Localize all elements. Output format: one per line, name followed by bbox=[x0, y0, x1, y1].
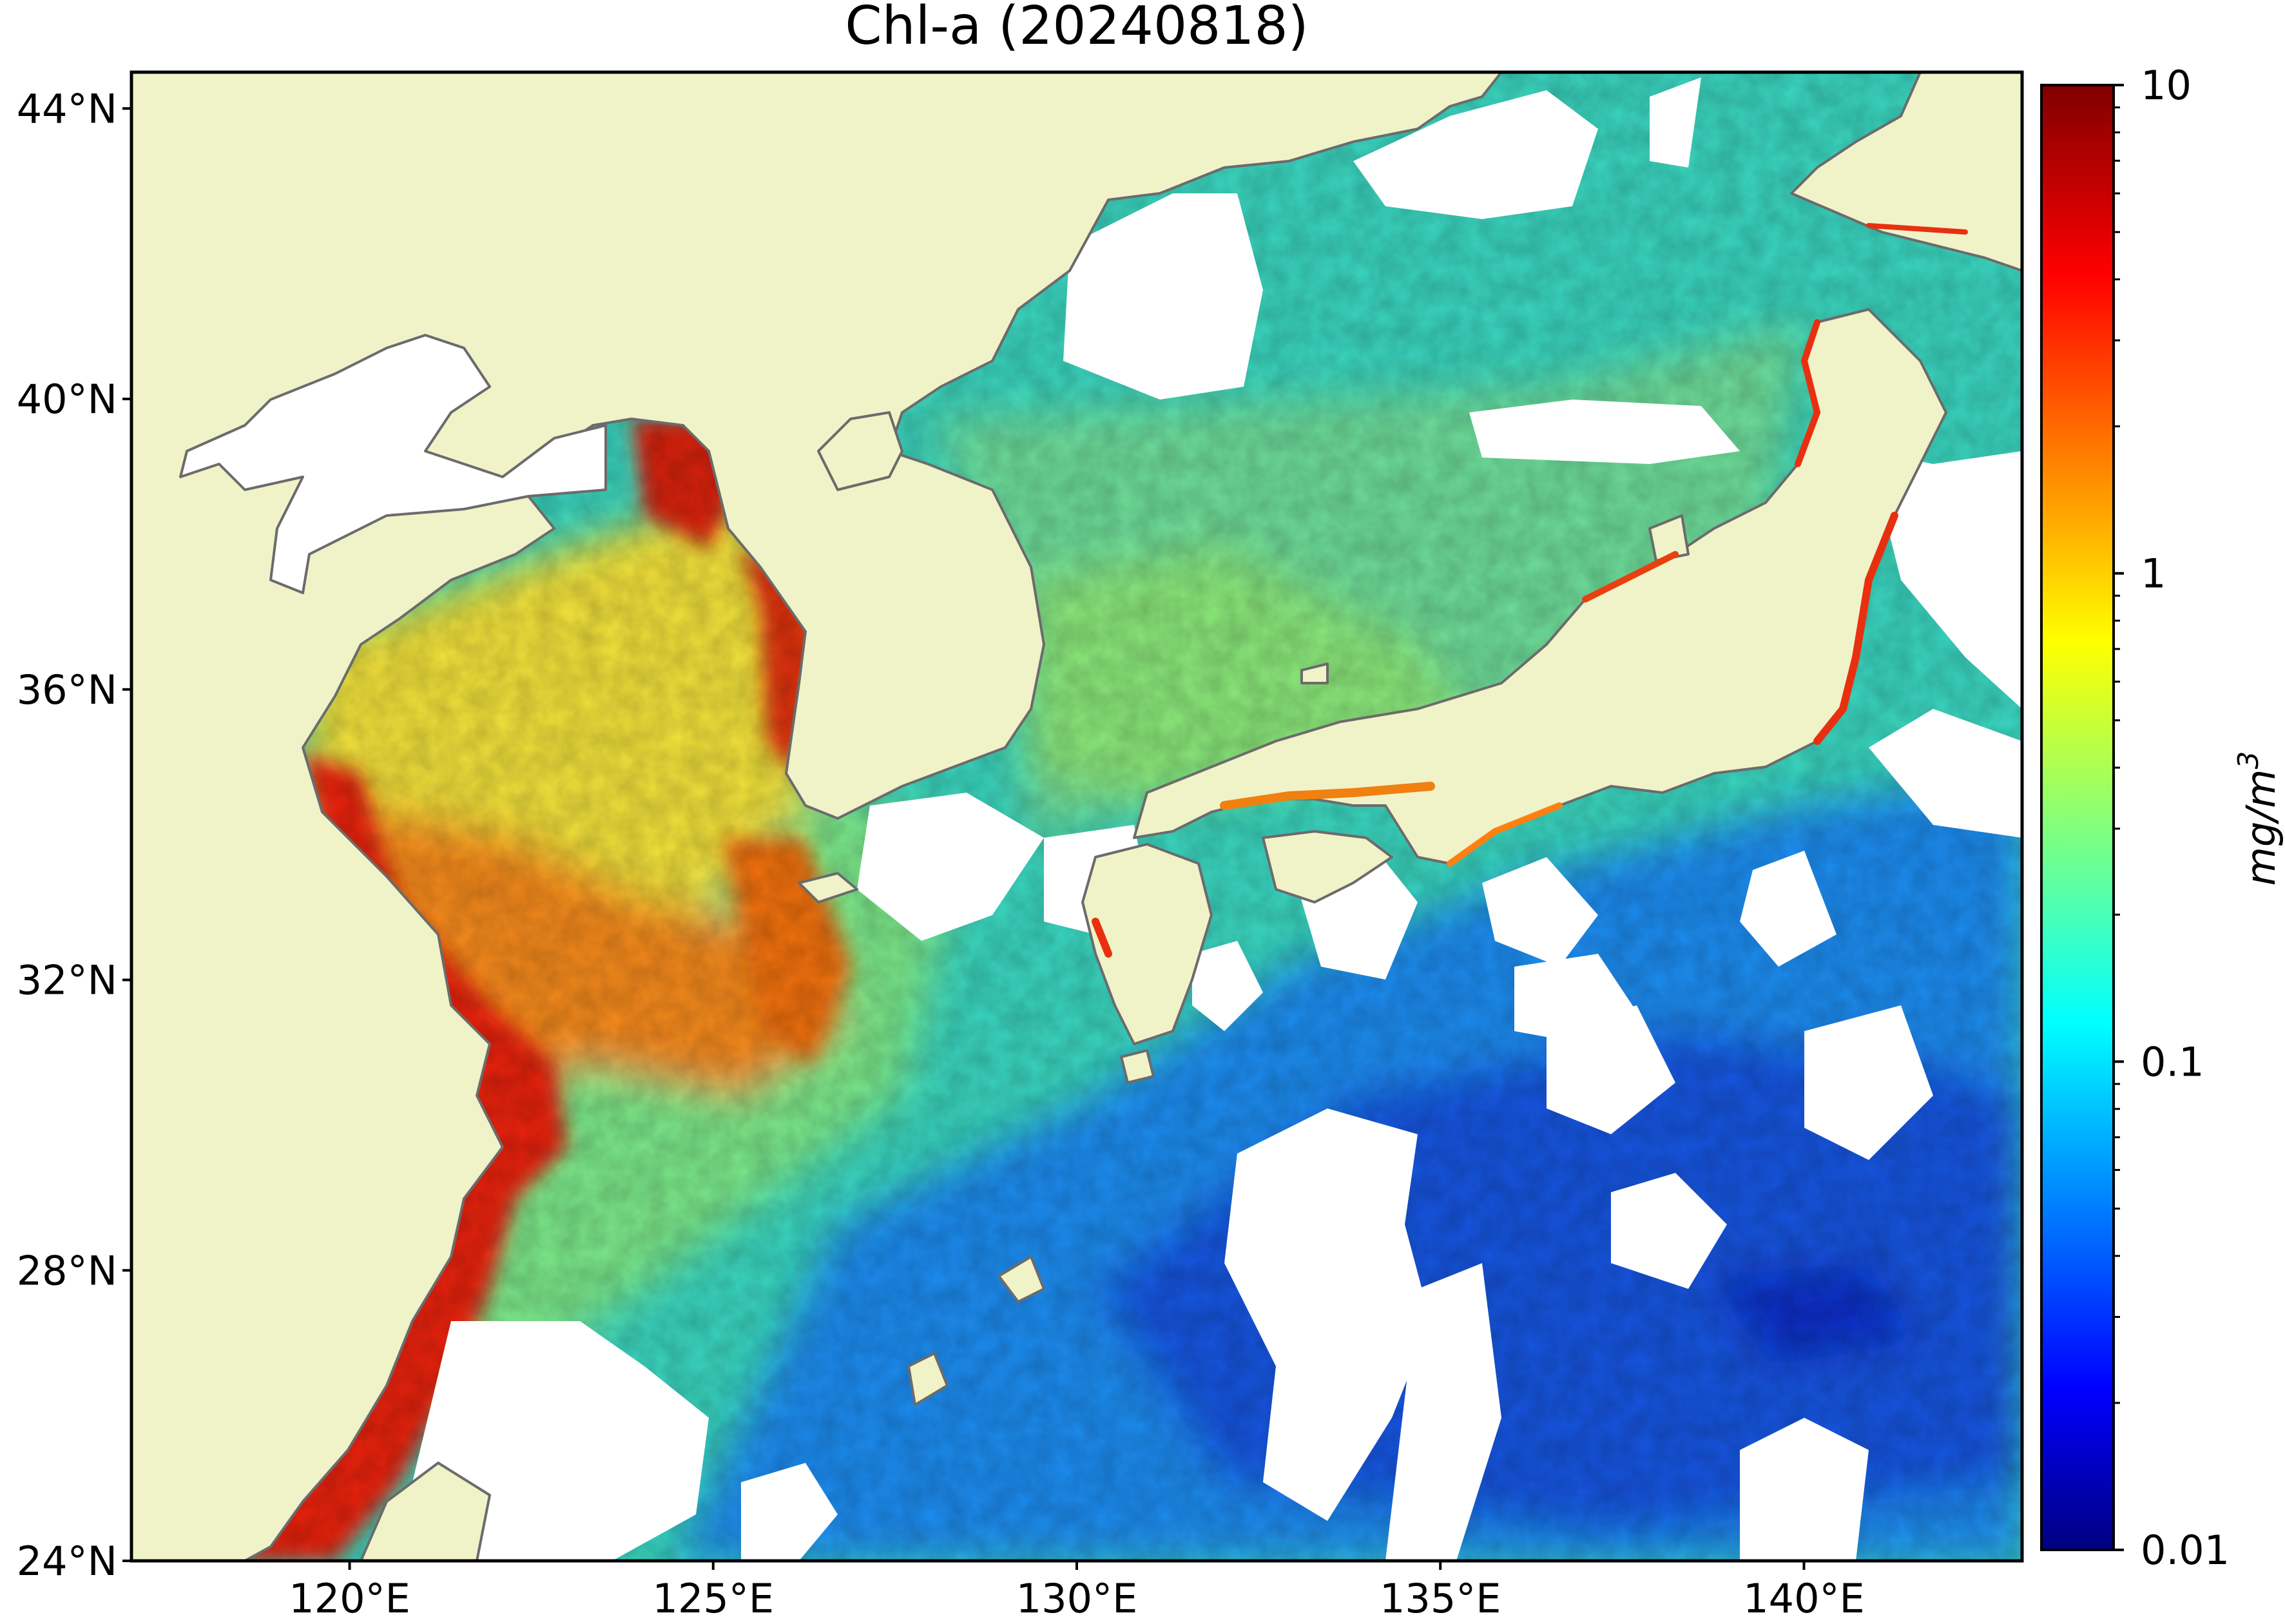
y-tick-label: 44°N bbox=[17, 85, 117, 132]
x-axis-ticks: 120°E 125°E 130°E 135°E 140°E bbox=[289, 1561, 1865, 1622]
land-hokkaido bbox=[1790, 72, 2022, 272]
cloud-gaps bbox=[412, 77, 2022, 1561]
map-title: Chl-a (20240818) bbox=[845, 0, 1308, 57]
land bbox=[131, 72, 2022, 1561]
colorbar-tick-label: 0.1 bbox=[2141, 1038, 2204, 1085]
colorbar-tick-label: 1 bbox=[2141, 550, 2166, 597]
colorbar bbox=[2040, 84, 2115, 1551]
colorbar-tick-label: 0.01 bbox=[2141, 1527, 2230, 1574]
land-shikoku bbox=[1262, 830, 1393, 904]
x-tick-label: 140°E bbox=[1743, 1575, 1865, 1622]
y-tick-label: 28°N bbox=[17, 1247, 117, 1294]
y-tick-label: 24°N bbox=[17, 1538, 117, 1585]
y-tick-label: 32°N bbox=[17, 957, 117, 1004]
x-tick-label: 130°E bbox=[1016, 1575, 1138, 1622]
colorbar-tick-label: 10 bbox=[2141, 62, 2192, 109]
y-axis-ticks: 24°N 28°N 32°N 36°N 40°N 44°N bbox=[17, 85, 131, 1585]
land-taiwan bbox=[360, 1462, 491, 1561]
bohai-sea-nodata bbox=[179, 334, 607, 594]
y-tick-label: 36°N bbox=[17, 666, 117, 713]
land-asia-mainland bbox=[131, 72, 1503, 1561]
x-tick-label: 125°E bbox=[653, 1575, 775, 1622]
x-tick-label: 120°E bbox=[289, 1575, 410, 1622]
y-tick-label: 40°N bbox=[17, 376, 117, 423]
land-korea bbox=[817, 411, 903, 491]
x-tick-label: 135°E bbox=[1380, 1575, 1501, 1622]
colorbar-ticks: 10 1 0.1 0.01 bbox=[2114, 62, 2230, 1574]
map-area bbox=[131, 72, 2022, 1561]
land-kyushu bbox=[1081, 843, 1213, 1045]
colorbar-label: mg/m3 bbox=[2232, 751, 2284, 885]
